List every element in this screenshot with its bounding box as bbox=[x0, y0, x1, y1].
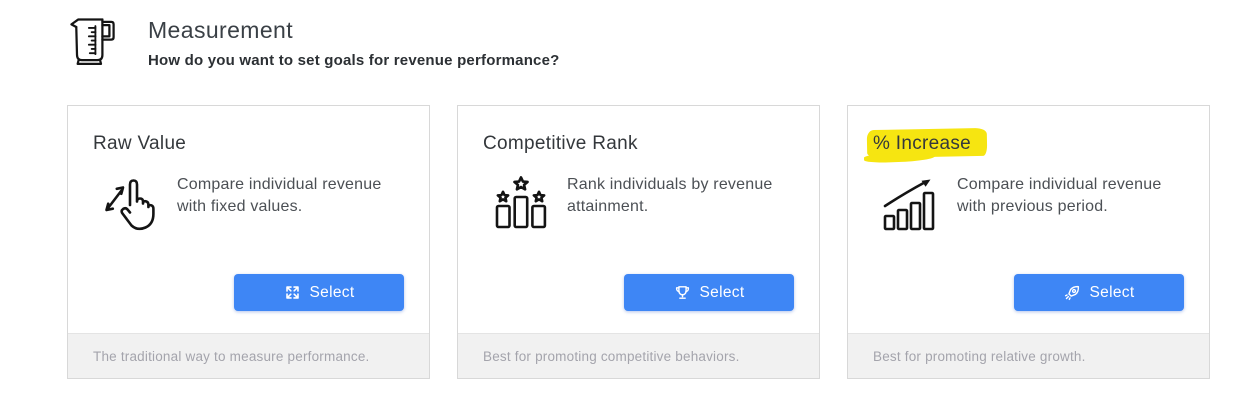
card-main: Raw Value Compare individual revenue wit… bbox=[68, 106, 429, 333]
pinch-gesture-icon bbox=[99, 172, 163, 236]
card-competitive-rank: Competitive Rank Rank individuals by rev… bbox=[457, 105, 820, 379]
header-text: Measurement How do you want to set goals… bbox=[148, 13, 560, 69]
card-title: % Increase bbox=[873, 133, 1184, 155]
media-row: Rank individuals by revenue attainment. bbox=[489, 172, 794, 236]
select-button-raw-value[interactable]: Select bbox=[234, 274, 404, 311]
media-row: Compare individual revenue with fixed va… bbox=[99, 172, 404, 236]
card-footer: Best for promoting competitive behaviors… bbox=[458, 333, 819, 378]
select-button-label: Select bbox=[309, 283, 355, 301]
card-description: Rank individuals by revenue attainment. bbox=[567, 176, 773, 216]
cards-row: Raw Value Compare individual revenue wit… bbox=[67, 105, 1240, 379]
card-description: Compare individual revenue with previous… bbox=[957, 176, 1162, 216]
card-raw-value: Raw Value Compare individual revenue wit… bbox=[67, 105, 430, 379]
select-button-label: Select bbox=[1089, 283, 1135, 301]
card-description: Compare individual revenue with fixed va… bbox=[177, 176, 382, 216]
title-highlight: % Increase bbox=[873, 133, 972, 154]
footer-note: The traditional way to measure performan… bbox=[93, 348, 370, 364]
select-button-percent-increase[interactable]: Select bbox=[1014, 274, 1184, 311]
media-row: Compare individual revenue with previous… bbox=[879, 172, 1184, 236]
page-header: Measurement How do you want to set goals… bbox=[66, 13, 1240, 69]
page-title: Measurement bbox=[148, 17, 294, 43]
card-percent-increase: % Increase Compare individual revenue wi… bbox=[847, 105, 1210, 379]
card-footer: Best for promoting relative growth. bbox=[848, 333, 1209, 378]
select-button-label: Select bbox=[699, 283, 745, 301]
select-button-competitive-rank[interactable]: Select bbox=[624, 274, 794, 311]
podium-stars-icon bbox=[489, 172, 553, 236]
rocket-icon bbox=[1064, 284, 1081, 301]
card-title: Competitive Rank bbox=[483, 133, 638, 154]
footer-note: Best for promoting relative growth. bbox=[873, 348, 1086, 364]
expand-arrows-icon bbox=[284, 284, 301, 301]
card-title: Raw Value bbox=[93, 133, 187, 154]
measuring-jug-icon bbox=[66, 13, 122, 69]
growth-chart-icon bbox=[879, 172, 943, 236]
page-subtitle: How do you want to set goals for revenue… bbox=[148, 52, 560, 69]
trophy-icon bbox=[674, 284, 691, 301]
card-footer: The traditional way to measure performan… bbox=[68, 333, 429, 378]
card-main: % Increase Compare individual revenue wi… bbox=[848, 106, 1209, 333]
footer-note: Best for promoting competitive behaviors… bbox=[483, 348, 740, 364]
card-main: Competitive Rank Rank individuals by rev… bbox=[458, 106, 819, 333]
